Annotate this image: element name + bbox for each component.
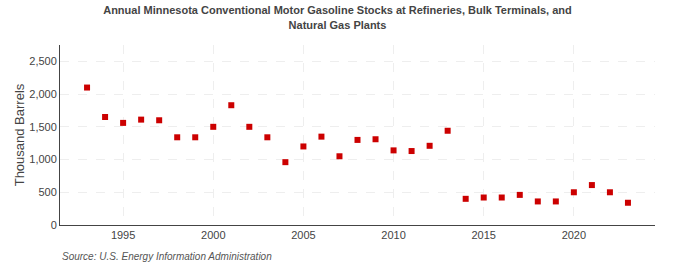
svg-text:Annual Minnesota Conventional: Annual Minnesota Conventional Motor Gaso… bbox=[103, 4, 572, 30]
svg-text:2005: 2005 bbox=[291, 229, 315, 241]
svg-text:2000: 2000 bbox=[201, 229, 225, 241]
svg-text:2010: 2010 bbox=[381, 229, 405, 241]
svg-text:2020: 2020 bbox=[562, 229, 586, 241]
svg-text:1995: 1995 bbox=[111, 229, 135, 241]
svg-text:Source: U.S. Energy Informatio: Source: U.S. Energy Information Administ… bbox=[62, 251, 272, 262]
svg-text:2,000: 2,000 bbox=[29, 88, 57, 100]
svg-text:1,000: 1,000 bbox=[29, 153, 57, 165]
svg-text:2015: 2015 bbox=[471, 229, 495, 241]
svg-text:500: 500 bbox=[38, 186, 56, 198]
svg-text:2,500: 2,500 bbox=[29, 55, 57, 67]
svg-text:1,500: 1,500 bbox=[29, 121, 57, 133]
svg-text:Thousand Barrels: Thousand Barrels bbox=[12, 83, 27, 186]
svg-text:0: 0 bbox=[51, 219, 57, 231]
